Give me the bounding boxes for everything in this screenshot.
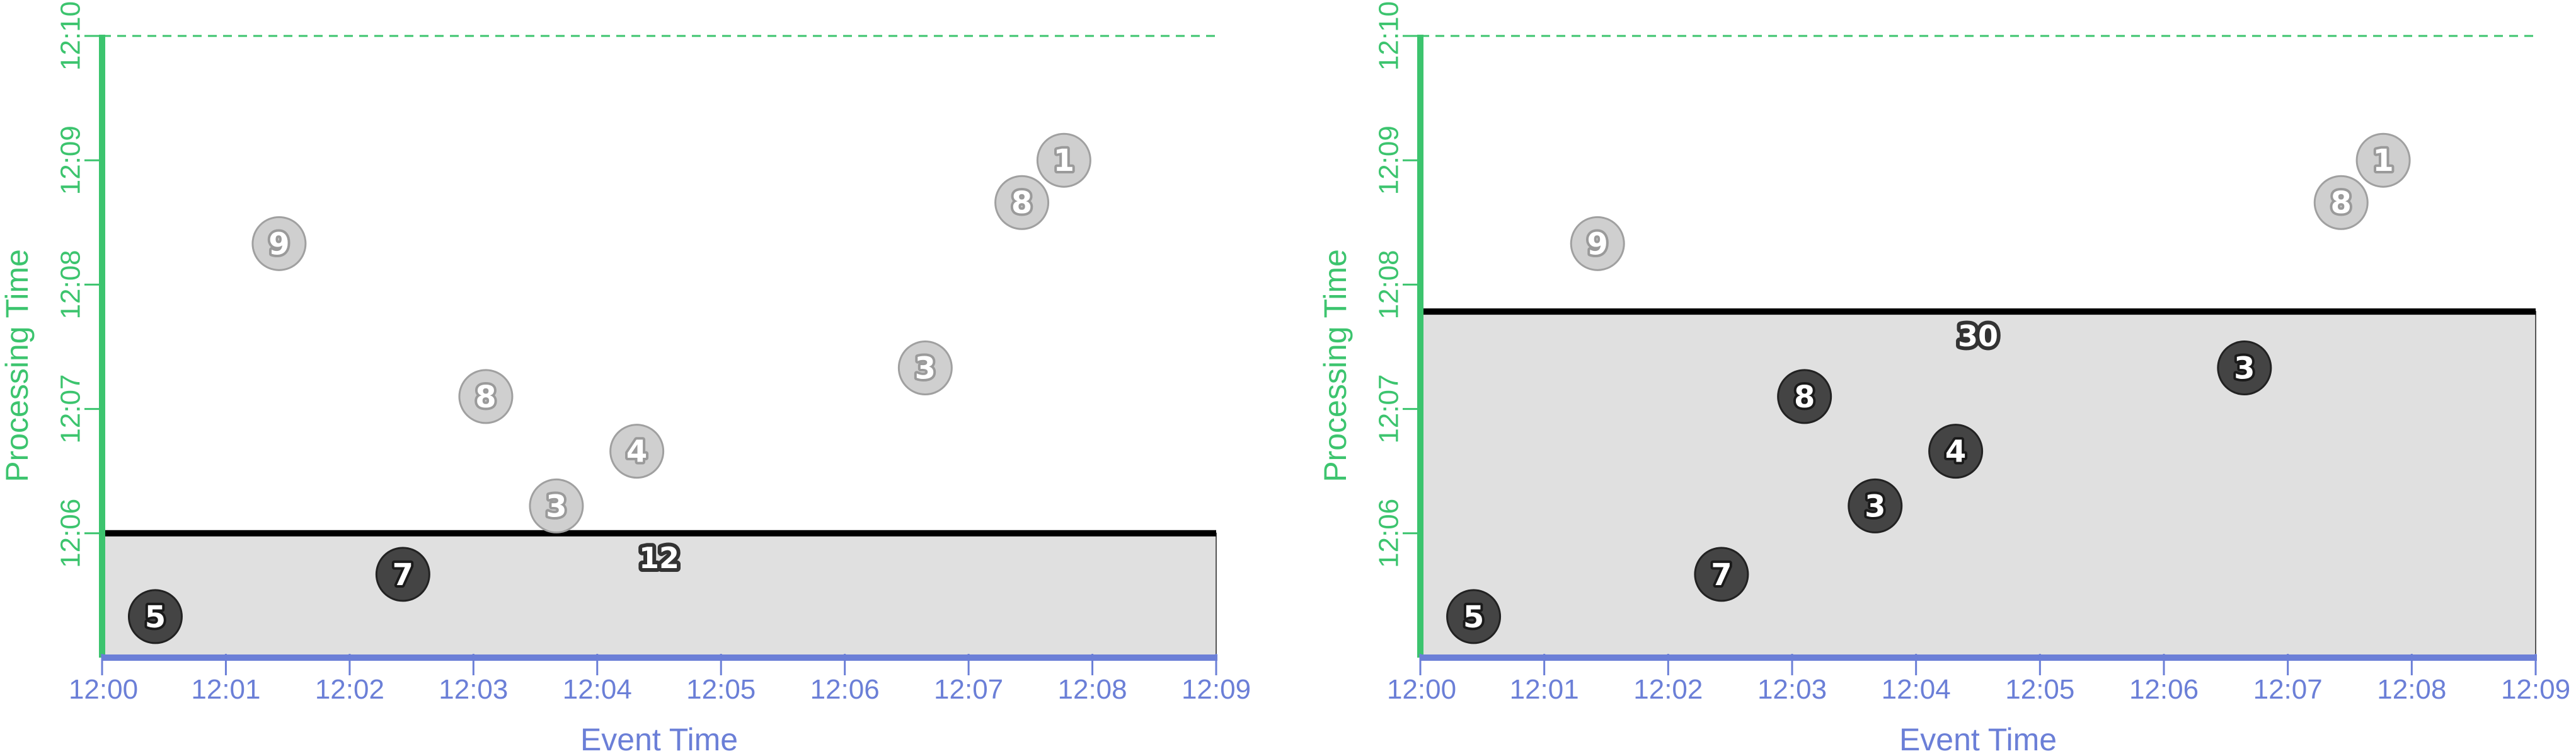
data-point-circle xyxy=(529,478,584,533)
data-point-label: 1 xyxy=(1054,143,1074,178)
data-point-circle xyxy=(1777,369,1832,424)
data-point-label: 3 xyxy=(1865,489,1885,524)
y-tick-label: 12:08 xyxy=(1374,250,1405,319)
x-tick-label: 12:02 xyxy=(315,674,384,705)
x-tick-label: 12:09 xyxy=(1182,674,1251,705)
data-point-label: 4 xyxy=(626,434,647,470)
data-point-circle xyxy=(609,424,665,479)
data-point-circle xyxy=(2217,340,2272,396)
data-point-label: 8 xyxy=(1794,380,1815,415)
data-point-pending: 3 xyxy=(529,478,584,533)
data-point-circle xyxy=(897,340,953,396)
data-point-processed: 7 xyxy=(375,547,430,602)
data-point-pending: 9 xyxy=(251,216,307,271)
x-axis-title: Event Time xyxy=(1899,722,2057,756)
data-point-label: 3 xyxy=(546,489,566,524)
x-tick-label: 12:05 xyxy=(686,674,756,705)
x-tick-label: 12:00 xyxy=(1387,674,1456,705)
data-point-pending: 9 xyxy=(1570,216,1625,271)
x-tick-label: 12:00 xyxy=(69,674,138,705)
data-point-circle xyxy=(251,216,307,271)
x-tick-label: 12:07 xyxy=(934,674,1003,705)
x-tick-label: 12:05 xyxy=(2005,674,2074,705)
data-point-label: 1 xyxy=(2372,143,2393,178)
data-point-circle xyxy=(1928,424,1984,479)
data-point-label: 5 xyxy=(145,600,166,635)
chart-panel-2: 12:00 12:01 12:02 12:03 12:04 12:05 12:06 12:07… xyxy=(1318,1,2570,756)
data-point-circle xyxy=(1036,132,1091,188)
y-axis-title: Processing Time xyxy=(1318,249,1353,482)
data-point-circle xyxy=(1848,478,1903,533)
y-tick-label: 12:09 xyxy=(1374,125,1405,195)
data-point-circle xyxy=(994,175,1050,230)
data-point-circle xyxy=(2355,132,2411,188)
y-tick-label: 12:07 xyxy=(1374,375,1405,444)
data-point-pending: 8 xyxy=(994,175,1050,230)
y-tick-label: 12:06 xyxy=(55,499,86,568)
sum-label: 12 xyxy=(639,541,679,575)
processed-region xyxy=(101,532,1217,658)
x-tick-label: 12:01 xyxy=(191,674,260,705)
y-tick-label: 12:07 xyxy=(55,375,86,444)
x-tick-label: 12:01 xyxy=(1510,674,1579,705)
x-tick-label: 12:08 xyxy=(2377,674,2446,705)
x-tick-label: 12:06 xyxy=(2129,674,2199,705)
x-tick-label: 12:04 xyxy=(563,674,632,705)
data-point-pending: 1 xyxy=(1036,132,1091,188)
data-point-processed: 4 xyxy=(1928,424,1984,479)
data-point-circle xyxy=(375,547,430,602)
data-point-circle xyxy=(1446,589,1502,644)
chart-panel-1: 12:00 12:01 12:02 12:03 12:04 12:05 12:06 12:07… xyxy=(0,1,1251,756)
data-point-label: 8 xyxy=(1011,185,1032,221)
x-tick-label: 12:03 xyxy=(1757,674,1827,705)
sum-label: 30 xyxy=(1958,319,1998,353)
data-point-processed: 5 xyxy=(127,589,183,644)
data-point-processed: 8 xyxy=(1777,369,1832,424)
data-point-label: 8 xyxy=(2331,185,2352,221)
data-point-label: 3 xyxy=(2234,351,2255,387)
data-point-pending: 3 xyxy=(897,340,953,396)
data-point-label: 4 xyxy=(1945,434,1966,470)
x-tick-label: 12:06 xyxy=(810,674,880,705)
data-point-label: 8 xyxy=(475,380,496,415)
x-axis-title: Event Time xyxy=(580,722,738,756)
data-point-label: 7 xyxy=(393,557,413,593)
y-axis-title: Processing Time xyxy=(0,249,35,482)
data-point-processed: 5 xyxy=(1446,589,1502,644)
x-tick-label: 12:07 xyxy=(2253,674,2323,705)
data-point-circle xyxy=(127,589,183,644)
data-point-processed: 3 xyxy=(2217,340,2272,396)
data-point-label: 9 xyxy=(1587,226,1608,262)
y-tick-label: 12:09 xyxy=(55,125,86,195)
data-point-pending: 8 xyxy=(2313,175,2369,230)
processed-region xyxy=(1420,311,2536,659)
x-tick-label: 12:09 xyxy=(2501,674,2570,705)
data-point-circle xyxy=(458,369,514,424)
x-tick-label: 12:04 xyxy=(1882,674,1951,705)
data-point-label: 5 xyxy=(1463,600,1484,635)
data-point-circle xyxy=(1570,216,1625,271)
data-point-label: 9 xyxy=(268,226,289,262)
x-tick-label: 12:02 xyxy=(1633,674,1703,705)
data-point-label: 7 xyxy=(1711,557,1732,593)
data-point-label: 3 xyxy=(915,351,936,387)
data-point-pending: 4 xyxy=(609,424,665,479)
data-point-processed: 7 xyxy=(1694,547,1749,602)
x-tick-label: 12:08 xyxy=(1058,674,1127,705)
y-tick-label: 12:10 xyxy=(55,1,86,71)
data-point-pending: 8 xyxy=(458,369,514,424)
x-tick-label: 12:03 xyxy=(439,674,508,705)
y-tick-label: 12:08 xyxy=(55,250,86,319)
data-point-circle xyxy=(1694,547,1749,602)
y-tick-label: 12:06 xyxy=(1374,499,1405,568)
data-point-circle xyxy=(2313,175,2369,230)
y-tick-label: 12:10 xyxy=(1374,1,1405,71)
data-point-pending: 1 xyxy=(2355,132,2411,188)
data-point-processed: 3 xyxy=(1848,478,1903,533)
